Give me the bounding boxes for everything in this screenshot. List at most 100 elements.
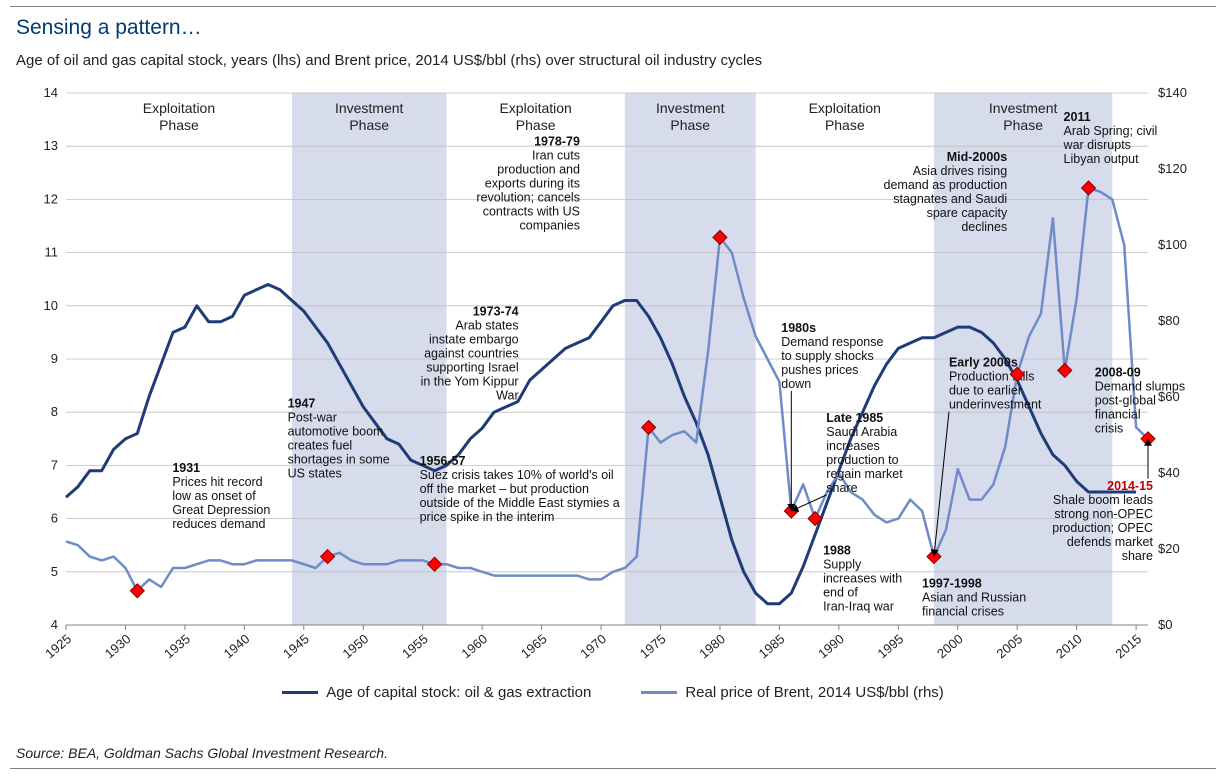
svg-text:Asian and Russian: Asian and Russian <box>922 591 1026 605</box>
svg-text:Phase: Phase <box>349 117 389 133</box>
svg-text:11: 11 <box>45 245 59 260</box>
svg-text:$20: $20 <box>1158 541 1180 556</box>
svg-text:1931: 1931 <box>172 461 200 475</box>
svg-text:due to earlier: due to earlier <box>949 384 1022 398</box>
svg-text:war disrupts: war disrupts <box>1063 138 1131 152</box>
svg-text:supporting Israel: supporting Israel <box>426 360 518 374</box>
svg-text:Phase: Phase <box>159 117 199 133</box>
legend: Age of capital stock: oil & gas extracti… <box>20 679 1206 705</box>
svg-text:1970: 1970 <box>577 631 609 661</box>
svg-text:Phase: Phase <box>516 117 556 133</box>
svg-text:Supply: Supply <box>823 558 862 572</box>
svg-text:2000: 2000 <box>934 631 966 661</box>
svg-text:5: 5 <box>51 564 58 579</box>
svg-text:Phase: Phase <box>825 117 865 133</box>
svg-text:production; OPEC: production; OPEC <box>1052 521 1153 535</box>
svg-text:2014-15: 2014-15 <box>1107 479 1153 493</box>
svg-text:1930: 1930 <box>102 631 134 661</box>
svg-text:increases with: increases with <box>823 572 902 586</box>
chart-container: 4567891011121314$0$20$40$60$80$100$120$1… <box>20 85 1206 705</box>
legend-swatch <box>641 691 677 694</box>
svg-text:1955: 1955 <box>399 631 431 661</box>
bottom-rule <box>10 768 1216 769</box>
svg-text:1980s: 1980s <box>781 321 816 335</box>
svg-text:1990: 1990 <box>815 631 847 661</box>
svg-text:14: 14 <box>44 85 58 100</box>
svg-text:Shale boom leads: Shale boom leads <box>1053 493 1153 507</box>
svg-text:off the market – but productio: off the market – but production <box>420 482 589 496</box>
svg-text:Post-war: Post-war <box>288 411 337 425</box>
svg-text:1980: 1980 <box>696 631 728 661</box>
svg-text:stagnates and Saudi: stagnates and Saudi <box>893 192 1007 206</box>
svg-text:1950: 1950 <box>340 631 372 661</box>
svg-text:Mid-2000s: Mid-2000s <box>947 150 1007 164</box>
svg-text:automotive boom: automotive boom <box>288 425 384 439</box>
svg-text:Arab Spring; civil: Arab Spring; civil <box>1064 124 1158 138</box>
svg-text:Phase: Phase <box>670 117 710 133</box>
svg-text:$0: $0 <box>1158 617 1172 632</box>
svg-text:1945: 1945 <box>280 631 312 661</box>
svg-text:production and: production and <box>497 162 580 176</box>
svg-text:Iran cuts: Iran cuts <box>532 148 580 162</box>
svg-text:against countries: against countries <box>424 346 519 360</box>
svg-text:10: 10 <box>44 298 58 313</box>
svg-text:Suez crisis takes 10% of world: Suez crisis takes 10% of world's oil <box>420 468 614 482</box>
svg-text:strong non-OPEC: strong non-OPEC <box>1054 507 1153 521</box>
svg-text:1956-57: 1956-57 <box>420 454 466 468</box>
svg-text:4: 4 <box>51 617 58 632</box>
page-subtitle: Age of oil and gas capital stock, years … <box>16 52 762 69</box>
svg-text:exports during its: exports during its <box>485 176 580 190</box>
svg-text:end of: end of <box>823 586 858 600</box>
svg-text:shortages in some: shortages in some <box>288 453 390 467</box>
svg-text:2005: 2005 <box>994 631 1026 661</box>
svg-text:underinvestment: underinvestment <box>949 398 1042 412</box>
svg-text:Demand slumps: Demand slumps <box>1095 379 1185 393</box>
svg-text:Iran-Iraq war: Iran-Iraq war <box>823 600 894 614</box>
svg-text:2008-09: 2008-09 <box>1095 365 1141 379</box>
svg-text:$80: $80 <box>1158 313 1180 328</box>
svg-text:Investment: Investment <box>989 100 1058 116</box>
svg-text:regain market: regain market <box>826 467 903 481</box>
svg-text:1965: 1965 <box>518 631 550 661</box>
svg-text:Exploitation: Exploitation <box>143 100 215 116</box>
svg-text:Investment: Investment <box>335 100 404 116</box>
legend-item: Age of capital stock: oil & gas extracti… <box>282 679 591 705</box>
svg-text:1995: 1995 <box>875 631 907 661</box>
svg-text:Libyan output: Libyan output <box>1064 152 1140 166</box>
svg-text:$100: $100 <box>1158 237 1187 252</box>
svg-text:spare capacity: spare capacity <box>927 206 1008 220</box>
svg-text:1988: 1988 <box>823 544 851 558</box>
svg-text:Late 1985: Late 1985 <box>826 411 883 425</box>
svg-text:1997-1998: 1997-1998 <box>922 577 982 591</box>
svg-text:2015: 2015 <box>1112 631 1144 661</box>
svg-text:1947: 1947 <box>288 397 316 411</box>
svg-text:2010: 2010 <box>1053 631 1085 661</box>
svg-text:War: War <box>496 388 518 402</box>
svg-text:Demand response: Demand response <box>781 335 883 349</box>
legend-item: Real price of Brent, 2014 US$/bbl (rhs) <box>641 679 943 705</box>
svg-text:Prices hit record: Prices hit record <box>172 475 262 489</box>
svg-text:financial: financial <box>1095 407 1141 421</box>
svg-text:13: 13 <box>44 138 58 153</box>
svg-text:1985: 1985 <box>756 631 788 661</box>
svg-text:$40: $40 <box>1158 465 1180 480</box>
svg-text:8: 8 <box>51 404 58 419</box>
svg-text:in the Yom Kippur: in the Yom Kippur <box>421 374 519 388</box>
svg-text:9: 9 <box>51 351 58 366</box>
svg-text:declines: declines <box>961 220 1007 234</box>
legend-label: Real price of Brent, 2014 US$/bbl (rhs) <box>685 684 943 701</box>
svg-text:low as onset of: low as onset of <box>172 489 256 503</box>
svg-text:Saudi Arabia: Saudi Arabia <box>826 425 897 439</box>
svg-text:12: 12 <box>44 191 58 206</box>
legend-swatch <box>282 691 318 694</box>
svg-text:$140: $140 <box>1158 85 1187 100</box>
svg-text:reduces demand: reduces demand <box>172 517 265 531</box>
svg-text:Early 2000s: Early 2000s <box>949 356 1018 370</box>
svg-text:1975: 1975 <box>637 631 669 661</box>
svg-text:production to: production to <box>826 453 898 467</box>
svg-text:Phase: Phase <box>1003 117 1043 133</box>
source-attribution: Source: BEA, Goldman Sachs Global Invest… <box>16 745 388 761</box>
svg-text:companies: companies <box>520 218 580 232</box>
legend-label: Age of capital stock: oil & gas extracti… <box>326 684 591 701</box>
svg-text:crisis: crisis <box>1095 421 1123 435</box>
